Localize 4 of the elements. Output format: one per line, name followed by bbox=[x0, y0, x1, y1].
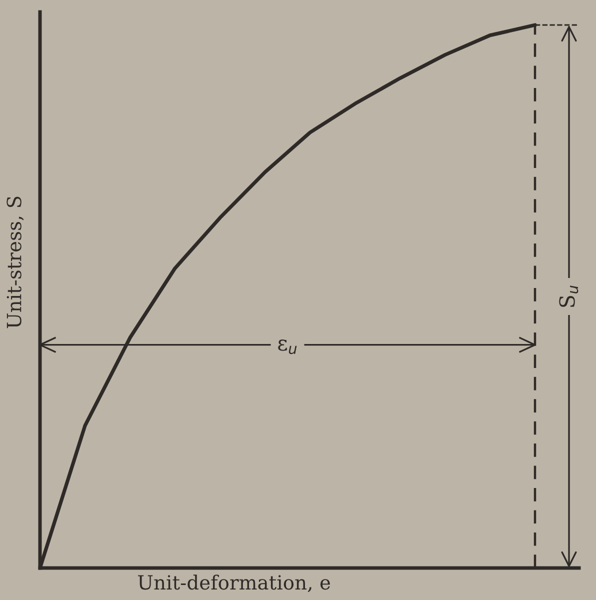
ref-line-label: ε$_{u}$ bbox=[278, 340, 297, 354]
text: S$_{u}$ bbox=[559, 286, 578, 307]
y-axis-title: Unit-stress, S bbox=[6, 196, 24, 328]
x-axis-title: Unit-deformation, e bbox=[138, 574, 330, 592]
